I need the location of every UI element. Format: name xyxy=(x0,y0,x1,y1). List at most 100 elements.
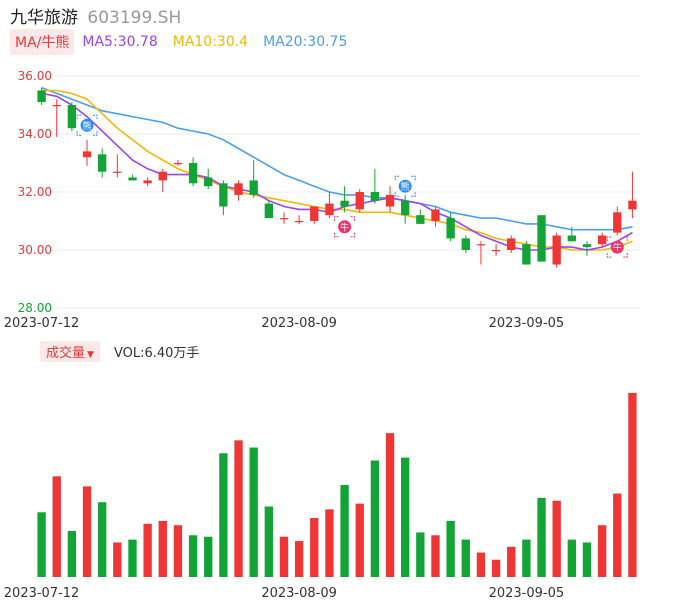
candle-body xyxy=(310,206,319,221)
volume-bar xyxy=(143,523,152,577)
candle-body xyxy=(582,244,592,248)
candle-body xyxy=(507,238,516,250)
x-tick-label: 2023-09-05 xyxy=(489,316,565,330)
candle-body xyxy=(355,192,364,210)
ma20-value: MA20:30.75 xyxy=(263,34,348,50)
candle-body xyxy=(431,209,440,221)
volume-indicator-label: 成交量 xyxy=(46,345,86,361)
candle-body xyxy=(113,171,122,173)
ma-indicator-button[interactable]: MA/牛熊 xyxy=(10,29,75,55)
x-tick-label: 2023-08-09 xyxy=(261,316,337,330)
candle-body xyxy=(128,177,137,181)
candle xyxy=(461,235,470,253)
volume-bar xyxy=(279,536,289,577)
candle xyxy=(234,180,243,201)
volume-bar xyxy=(158,520,167,577)
candle-body xyxy=(416,215,425,224)
signal-label: 熊 xyxy=(83,120,92,132)
candle xyxy=(507,235,516,253)
volume-bar xyxy=(325,509,334,577)
x-tick-label: 2023-07-12 xyxy=(4,316,80,330)
candle-body xyxy=(264,203,273,219)
bull-signal-icon: 牛 xyxy=(334,216,356,238)
signal-label: 牛 xyxy=(340,221,349,233)
candle-body xyxy=(234,183,243,195)
volume-legend: 成交量 ▼ VOL:6.40万手 xyxy=(40,340,200,362)
volume-bar xyxy=(552,500,561,577)
candle-body xyxy=(294,221,304,223)
ma-lines xyxy=(41,86,633,251)
volume-bar xyxy=(113,542,122,577)
candle xyxy=(431,206,440,227)
candle xyxy=(537,215,546,262)
candle xyxy=(37,87,46,105)
candle xyxy=(401,194,410,224)
x-tick-label: 2023-08-09 xyxy=(261,586,337,601)
volume-bar xyxy=(264,506,273,577)
y-tick-label: 28.00 xyxy=(18,301,52,315)
volume-bar xyxy=(628,392,637,577)
volume-bar xyxy=(52,476,61,577)
candles xyxy=(37,87,637,268)
volume-bar xyxy=(431,535,440,577)
caret-down-icon: ▼ xyxy=(87,349,94,360)
volume-bar xyxy=(234,440,243,577)
volume-bar xyxy=(219,453,228,577)
volume-bar xyxy=(613,493,622,577)
candle-body xyxy=(552,235,561,265)
candle-body xyxy=(537,215,546,262)
candle xyxy=(310,206,319,224)
candle-body xyxy=(385,194,395,207)
candle xyxy=(219,180,228,216)
signal-label: 牛 xyxy=(613,242,622,254)
volume-bars xyxy=(37,392,637,577)
candle-body xyxy=(158,171,167,181)
candle-body xyxy=(491,250,501,252)
volume-bar xyxy=(98,502,107,577)
candle-body xyxy=(249,180,258,195)
x-tick-label: 2023-09-05 xyxy=(489,586,565,601)
candle-body xyxy=(98,154,107,172)
volume-bar xyxy=(128,539,137,577)
ma5-line xyxy=(41,92,633,251)
candle-body xyxy=(279,218,289,220)
volume-bar xyxy=(67,530,77,577)
candle-body xyxy=(401,200,410,216)
volume-bar xyxy=(340,484,349,577)
candle-body xyxy=(476,244,486,246)
candle xyxy=(582,241,592,256)
candle xyxy=(340,186,349,213)
candle xyxy=(113,154,122,178)
candle xyxy=(446,212,455,242)
candle xyxy=(416,209,425,224)
candle-body xyxy=(219,183,228,207)
volume-bar xyxy=(446,520,455,577)
signal-label: 熊 xyxy=(401,181,410,193)
volume-bar xyxy=(491,559,501,577)
candle-body xyxy=(204,177,213,187)
candle-body xyxy=(173,163,183,165)
volume-indicator-button[interactable]: 成交量 ▼ xyxy=(40,340,100,362)
candle xyxy=(173,160,183,166)
candle xyxy=(385,186,395,213)
volume-bar xyxy=(476,552,486,577)
candle xyxy=(491,244,501,256)
candle xyxy=(143,177,152,187)
candle xyxy=(279,212,289,224)
volume-value: VOL:6.40万手 xyxy=(113,345,200,361)
candle-body xyxy=(567,235,576,242)
candle xyxy=(628,171,637,219)
stock-code: 603199.SH xyxy=(87,8,182,28)
price-x-axis: 2023-07-12 2023-08-09 2023-09-05 xyxy=(4,316,564,330)
volume-bar xyxy=(537,497,546,577)
price-y-axis: 36.00 34.00 32.00 30.00 28.00 xyxy=(18,69,52,315)
ma5-value: MA5:30.78 xyxy=(82,34,158,50)
ma-legend: MA/牛熊 MA5:30.78 MA10:30.4 MA20:30.75 xyxy=(10,29,362,55)
bear-signal-icon: 熊 xyxy=(76,114,98,136)
volume-bar xyxy=(567,539,576,577)
candle-body xyxy=(597,235,607,245)
candle-body xyxy=(370,192,380,201)
candle xyxy=(128,174,137,181)
ma10-value: MA10:30.4 xyxy=(172,34,249,50)
y-tick-label: 36.00 xyxy=(18,69,52,83)
